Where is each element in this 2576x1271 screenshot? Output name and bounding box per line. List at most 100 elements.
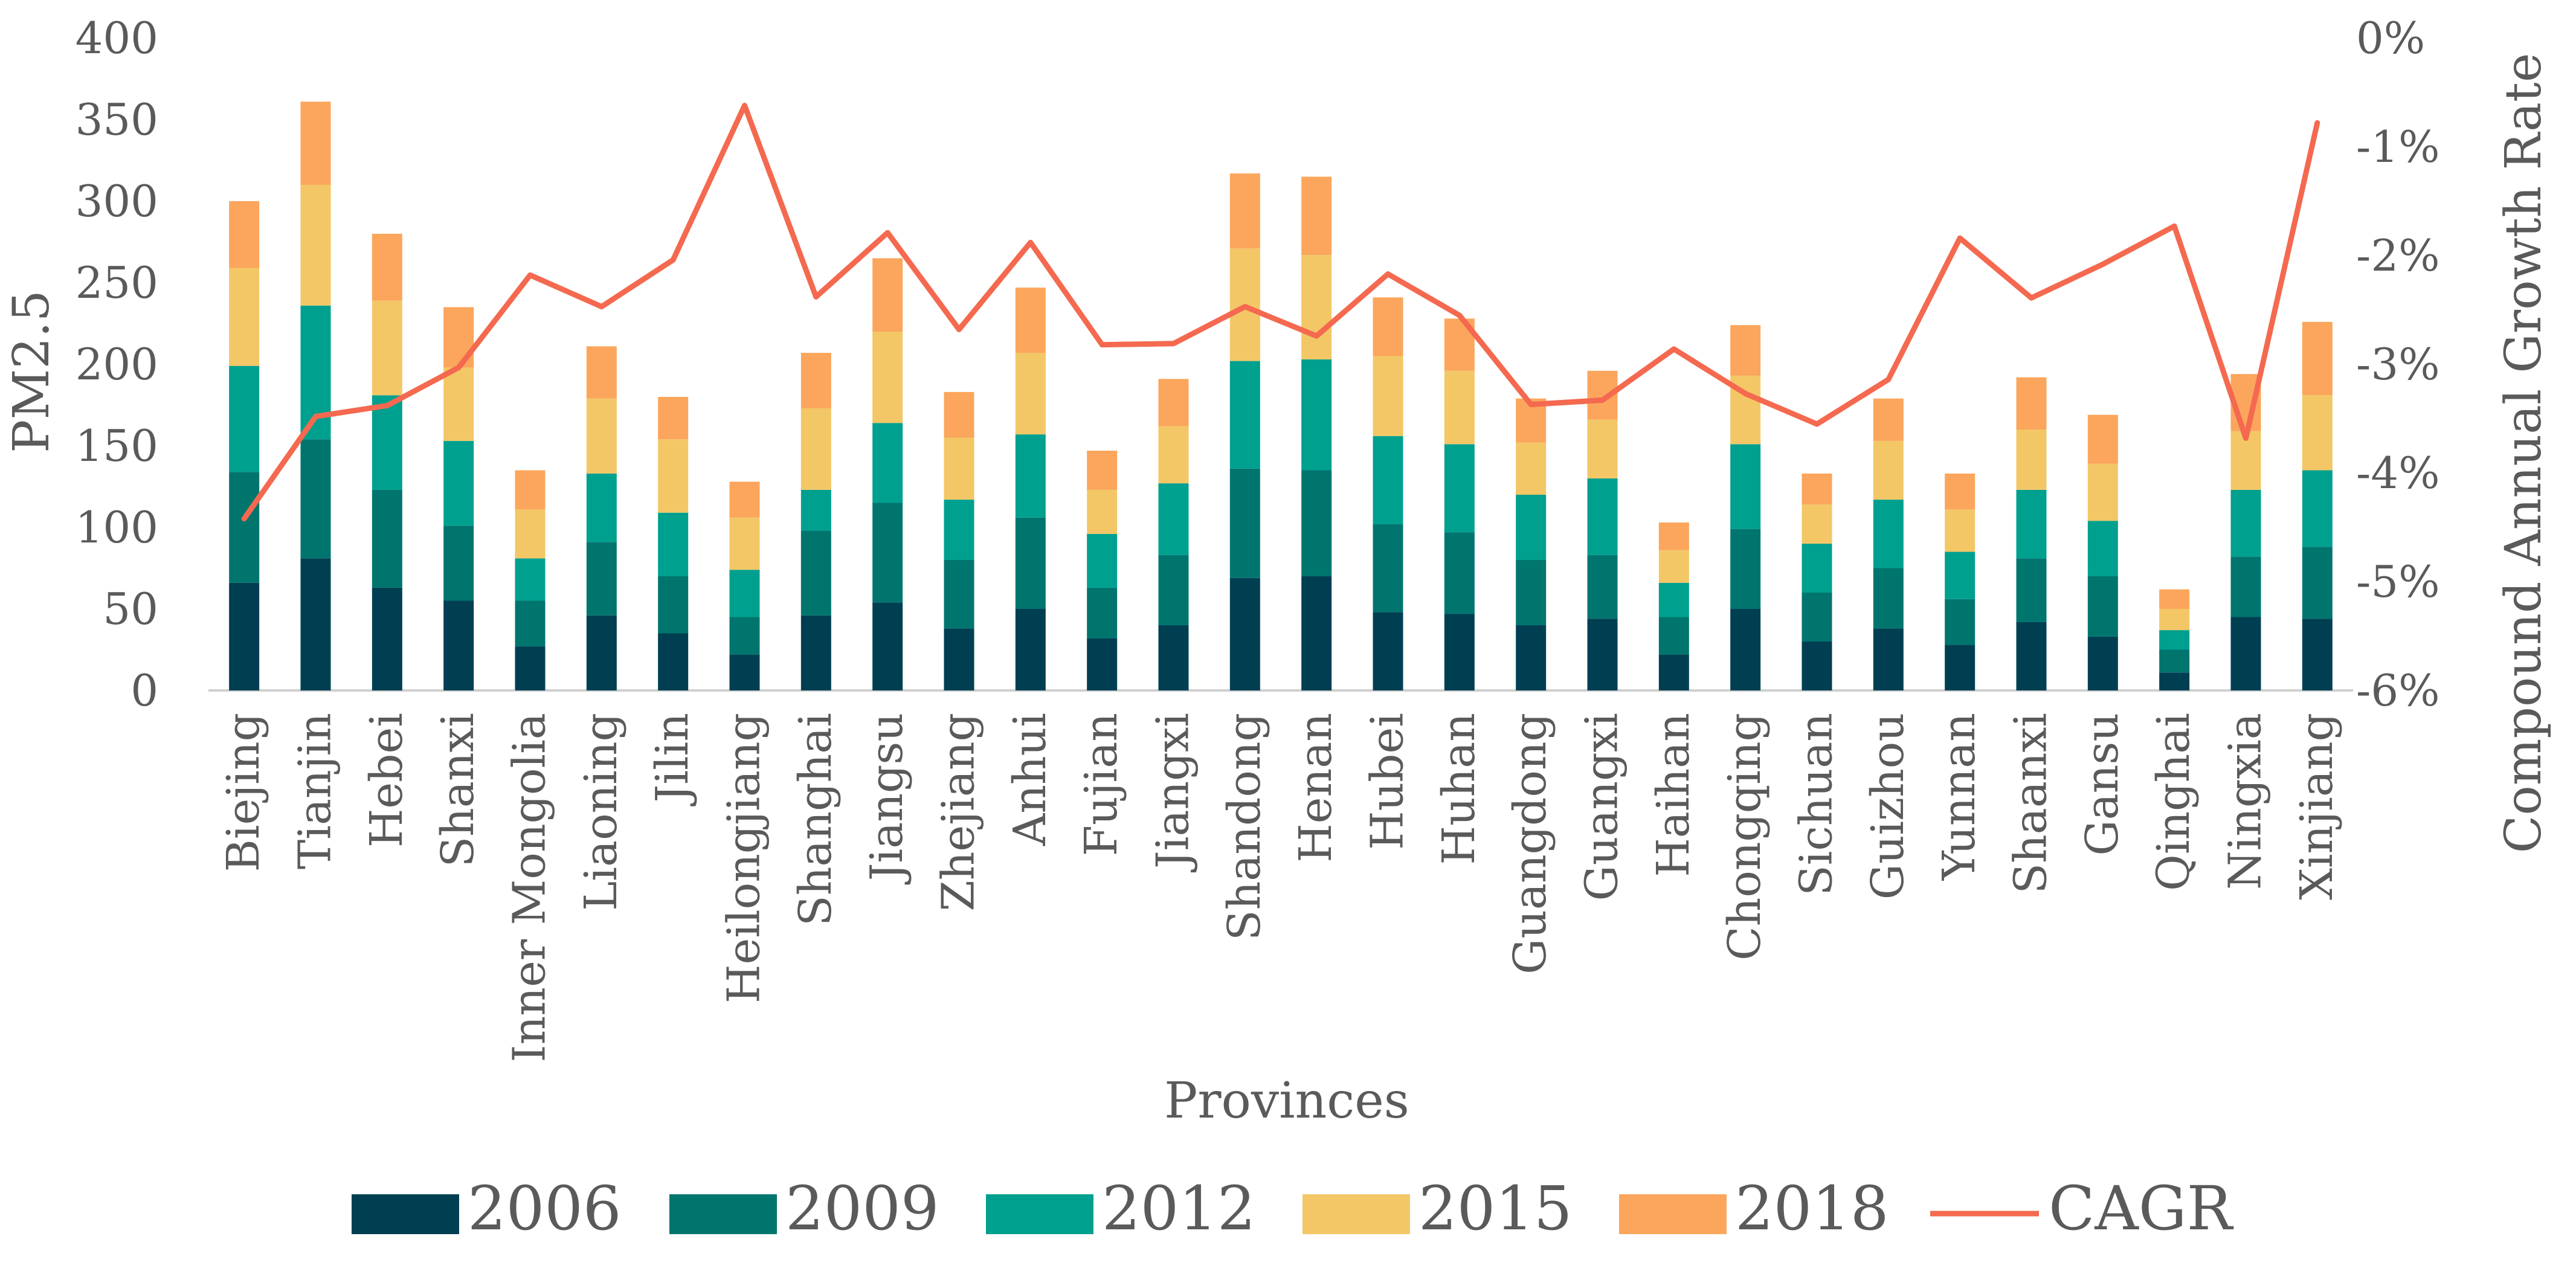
bar-segment xyxy=(729,517,760,570)
bar-segment xyxy=(1301,576,1332,690)
bar-segment xyxy=(800,615,831,690)
x-tick-label: Huhan xyxy=(1433,713,1485,865)
y2-tick-label: -1% xyxy=(2356,121,2440,172)
bar-segment xyxy=(586,473,617,542)
x-tick-label: Tianjin xyxy=(289,713,341,869)
bar-segment xyxy=(1802,504,1832,544)
bar-segment xyxy=(1301,359,1332,471)
x-tick-label: Hebei xyxy=(361,713,413,848)
y2-tick-label: -4% xyxy=(2356,448,2440,498)
bar-segment xyxy=(1015,288,1046,353)
bar-segment xyxy=(1516,442,1547,495)
bar-segment xyxy=(2230,617,2261,690)
bar-segment xyxy=(1373,297,1403,356)
bar-segment xyxy=(2230,556,2261,617)
bar-segment xyxy=(2087,521,2118,576)
bar-segment xyxy=(2087,463,2118,521)
bar-segment xyxy=(1730,609,1761,690)
y-tick-label: 300 xyxy=(76,176,158,227)
bar-segment xyxy=(2087,636,2118,690)
x-tick-label: Liaoning xyxy=(575,713,627,911)
bar-segment xyxy=(1802,473,1832,505)
x-tick-label: Inner Mongolia xyxy=(504,713,556,1063)
bar-segment xyxy=(515,509,546,559)
bar-segment xyxy=(1015,609,1046,690)
x-tick-label: Anhui xyxy=(1004,713,1056,846)
bar-segment xyxy=(1873,628,1904,690)
bar-segment xyxy=(872,332,903,423)
bar-segment xyxy=(1730,325,1761,376)
x-tick-label: Heilongjiang xyxy=(718,713,770,1003)
bar-segment xyxy=(1516,495,1547,560)
bar-segment xyxy=(1444,444,1475,533)
bar-segment xyxy=(658,512,689,576)
bar-segment xyxy=(944,391,974,438)
bar-segment xyxy=(1301,470,1332,576)
y2-tick-label: -3% xyxy=(2356,339,2440,390)
bar-segment xyxy=(1087,533,1118,588)
x-tick-label: Jilin xyxy=(646,713,698,806)
bar-segment xyxy=(658,576,689,634)
bar-segment xyxy=(2159,609,2190,631)
bar-segment xyxy=(300,439,331,559)
bar-segment xyxy=(1873,398,1904,441)
bar-segment xyxy=(1373,436,1403,524)
bar-segment xyxy=(2159,589,2190,609)
bar-segment xyxy=(729,617,760,655)
x-tick-label: Shanghai xyxy=(790,713,842,926)
y2-axis-title: Compound Annual Growth Rate xyxy=(2495,53,2552,854)
bar-segment xyxy=(1158,483,1189,555)
bar-segment xyxy=(1802,593,1832,642)
bar-segment xyxy=(1087,587,1118,639)
y2-tick-label: -6% xyxy=(2356,665,2440,716)
bar-segment xyxy=(2016,622,2047,690)
y-tick-label: 100 xyxy=(76,502,158,553)
bar-segment xyxy=(443,307,474,368)
bar-segment xyxy=(1658,522,1689,550)
bar-segment xyxy=(1658,654,1689,690)
bar-segment xyxy=(1158,555,1189,625)
bar-segment xyxy=(586,542,617,616)
bar-segment xyxy=(1229,468,1260,578)
bar-segment xyxy=(2159,649,2190,673)
bar-segment xyxy=(586,398,617,474)
bar-segment xyxy=(586,615,617,690)
bar-segment xyxy=(800,353,831,408)
y2-tick-label: -5% xyxy=(2356,556,2440,607)
bar-segment xyxy=(1229,173,1260,249)
bar-segment xyxy=(515,600,546,647)
legend-swatch-2009 xyxy=(669,1194,777,1234)
y-tick-label: 200 xyxy=(76,339,158,390)
bar-segment xyxy=(729,481,760,518)
bar-segment xyxy=(1229,361,1260,469)
bar-segment xyxy=(1444,614,1475,690)
x-tick-label: Yunnan xyxy=(1933,713,1985,881)
y-tick-label: 350 xyxy=(76,94,158,145)
bar-segment xyxy=(1373,524,1403,613)
bar-segment xyxy=(658,633,689,690)
bar-segment xyxy=(800,408,831,490)
bar-segment xyxy=(372,234,402,301)
legend-swatch-2012 xyxy=(986,1194,1093,1234)
bar-segment xyxy=(1444,532,1475,614)
bar-segment xyxy=(1802,642,1832,690)
bar-segment xyxy=(1516,625,1547,690)
bar-segment xyxy=(872,602,903,690)
x-tick-label: Qinghai xyxy=(2148,713,2200,891)
bar-segment xyxy=(2087,414,2118,464)
bar-segment xyxy=(1945,552,1975,599)
bar-segment xyxy=(1873,568,1904,629)
bar-segment xyxy=(1229,578,1260,690)
bar-segment xyxy=(1587,619,1618,690)
bar-segment xyxy=(2302,321,2333,396)
x-tick-label: Ningxia xyxy=(2220,713,2272,890)
bar-segment xyxy=(872,503,903,603)
bar-segment xyxy=(872,423,903,503)
x-tick-label: Guizhou xyxy=(1862,713,1914,899)
bar-segment xyxy=(372,395,402,490)
bar-segment xyxy=(300,558,331,690)
x-tick-label: Jiangsu xyxy=(861,713,913,885)
bar-segment xyxy=(944,500,974,560)
bar-segment xyxy=(2016,558,2047,622)
